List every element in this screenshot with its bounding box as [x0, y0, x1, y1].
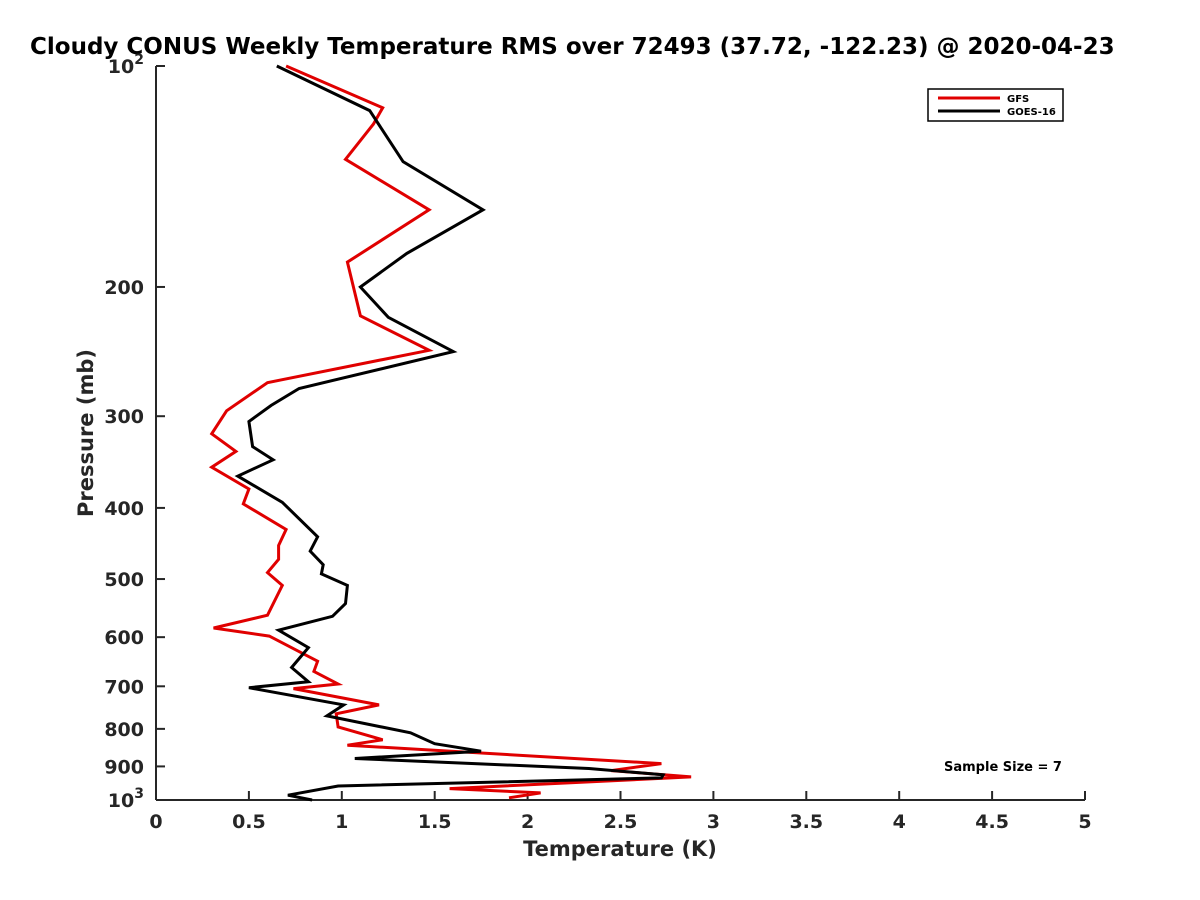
sample-size-annotation: Sample Size = 7 — [944, 760, 1062, 775]
x-tick-label: 4.5 — [975, 811, 1009, 833]
x-tick-label: 2 — [521, 811, 534, 833]
y-tick-label: 200 — [104, 277, 144, 299]
y-axis-ticks: 102 200 300 400 500 600 700 800 900 103 — [104, 52, 165, 812]
y-tick-label: 500 — [104, 569, 144, 591]
series-layer — [208, 64, 692, 802]
legend-label: GOES-16 — [1007, 107, 1056, 118]
x-tick-label: 3 — [707, 811, 720, 833]
y-tick-label: 103 — [108, 786, 144, 812]
x-axis-title: Temperature (K) — [523, 837, 717, 861]
y-tick-label: 700 — [104, 676, 144, 698]
x-tick-label: 2.5 — [604, 811, 638, 833]
series-line-gfs — [208, 64, 692, 800]
y-tick-label: 102 — [108, 52, 144, 78]
legend-box — [927, 88, 1064, 122]
y-tick-label: 400 — [104, 498, 144, 520]
series-line-goes-16 — [234, 64, 666, 802]
x-axis-ticks: 0 0.5 1 1.5 2 2.5 3 3.5 4 4.5 5 — [149, 791, 1092, 833]
x-tick-label: 4 — [893, 811, 906, 833]
legend-label: GFS — [1007, 94, 1029, 105]
x-tick-label: 1 — [335, 811, 348, 833]
x-tick-label: 1.5 — [418, 811, 452, 833]
y-tick-label: 800 — [104, 719, 144, 741]
y-tick-label: 600 — [104, 627, 144, 649]
x-tick-label: 0.5 — [232, 811, 266, 833]
y-tick-label: 900 — [104, 756, 144, 778]
y-axis-title: Pressure (mb) — [74, 349, 98, 517]
x-tick-label: 3.5 — [789, 811, 823, 833]
legend: GFS GOES-16 — [927, 88, 1064, 122]
y-tick-label: 300 — [104, 406, 144, 428]
x-tick-label: 0 — [149, 811, 162, 833]
chart-title: Cloudy CONUS Weekly Temperature RMS over… — [30, 34, 1115, 60]
x-tick-label: 5 — [1078, 811, 1091, 833]
